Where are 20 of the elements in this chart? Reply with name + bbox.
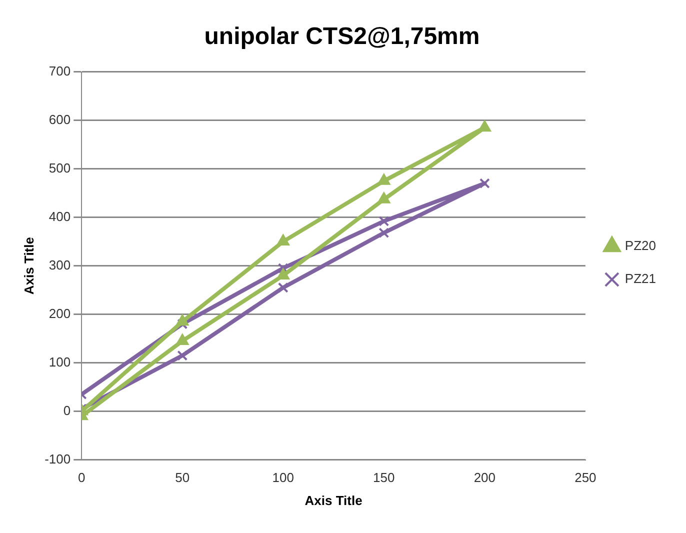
y-tick-label: 400 <box>48 208 71 224</box>
y-tick-label: 700 <box>48 63 71 78</box>
y-tick-label: -100 <box>44 451 71 466</box>
x-axis-title: Axis Title <box>304 492 362 508</box>
y-tick-label: 500 <box>48 160 71 176</box>
x-tick-label: 100 <box>272 470 294 486</box>
x-tick-label: 150 <box>373 470 395 486</box>
y-tick-label: 600 <box>48 112 71 127</box>
legend-label: PZ20 <box>624 238 656 254</box>
y-tick-label: 0 <box>63 402 71 418</box>
x-tick-label: 200 <box>474 470 496 486</box>
legend-label: PZ21 <box>624 271 656 286</box>
y-tick-label: 300 <box>48 257 71 272</box>
x-tick-label: 0 <box>78 470 86 486</box>
chart-title: unipolar CTS2@1,75mm <box>204 23 480 50</box>
x-tick-label: 250 <box>574 470 596 486</box>
y-tick-label: 200 <box>48 306 71 321</box>
x-tick-label: 50 <box>175 470 190 486</box>
y-tick-label: 100 <box>48 354 71 370</box>
y-axis-title: Axis Title <box>21 237 36 295</box>
